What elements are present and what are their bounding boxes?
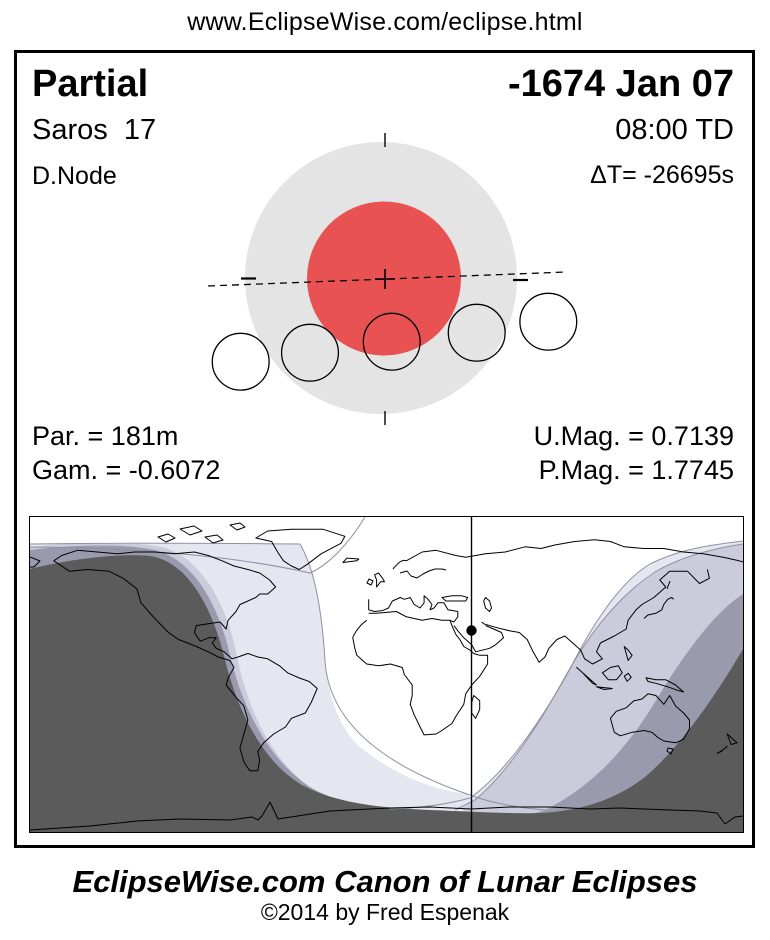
coast-australia <box>609 693 690 755</box>
coast-arctic-islands <box>157 522 246 544</box>
canon-title: EclipseWise.com Canon of Lunar Eclipses <box>72 864 698 899</box>
zone-fully-visible-white <box>30 517 743 798</box>
saros-label: Saros 17 <box>32 114 157 146</box>
coast-arabia <box>453 625 504 653</box>
moon-circle-4 <box>447 303 506 362</box>
eclipse-date: -1674 Jan 07 <box>507 63 734 105</box>
coast-uk-ireland-iceland <box>342 557 385 588</box>
coast-japan <box>643 580 674 619</box>
page-url-text: www.EclipseWise.com/eclipse.html <box>187 8 583 36</box>
world-map-svg <box>30 517 743 832</box>
pmag-stat: P.Mag. = 1.7745 <box>538 455 734 485</box>
coast-americas <box>53 549 318 772</box>
delta-t-label: ΔT= -26695s <box>590 161 734 189</box>
moon-circle-2 <box>280 323 340 382</box>
coast-black-caspian-seas <box>441 595 492 612</box>
moon-circle-3 <box>362 312 421 371</box>
coast-baltic <box>399 568 447 579</box>
coast-southeast-asia-islands <box>576 646 685 693</box>
coastlines <box>30 522 743 831</box>
moon-circle-5 <box>519 292 578 351</box>
coast-east-asia <box>481 569 710 665</box>
node-label: D.Node <box>32 162 117 190</box>
moon-circle-1 <box>211 332 270 391</box>
umag-stat: U.Mag. = 0.7139 <box>533 421 734 451</box>
eclipse-card: Partial -1674 Jan 07 Saros 17 08:00 TD D… <box>14 50 755 848</box>
coast-chukotka <box>30 556 41 568</box>
coast-greenland <box>255 528 346 570</box>
coast-africa <box>352 619 489 736</box>
eclipse-type-label: Partial <box>32 63 149 105</box>
visibility-map <box>29 516 744 833</box>
par-stat: Par. = 181m <box>32 421 179 451</box>
zone-not-visible-dark <box>30 555 743 832</box>
gam-stat: Gam. = -0.6072 <box>32 455 221 485</box>
copyright-text: ©2014 by Fred Espenak <box>260 899 510 925</box>
sublunar-point-dot <box>466 625 477 636</box>
coast-eurasia-north <box>392 539 743 570</box>
moon-path-circles <box>211 292 578 391</box>
coast-new-zealand <box>716 733 738 754</box>
coast-antarctica <box>30 801 743 831</box>
zone-boundary-lines <box>30 517 743 811</box>
coast-europe-mediterranean <box>368 595 459 623</box>
time-label: 08:00 TD <box>615 114 734 146</box>
shadow-geometry-diagram <box>207 133 578 425</box>
